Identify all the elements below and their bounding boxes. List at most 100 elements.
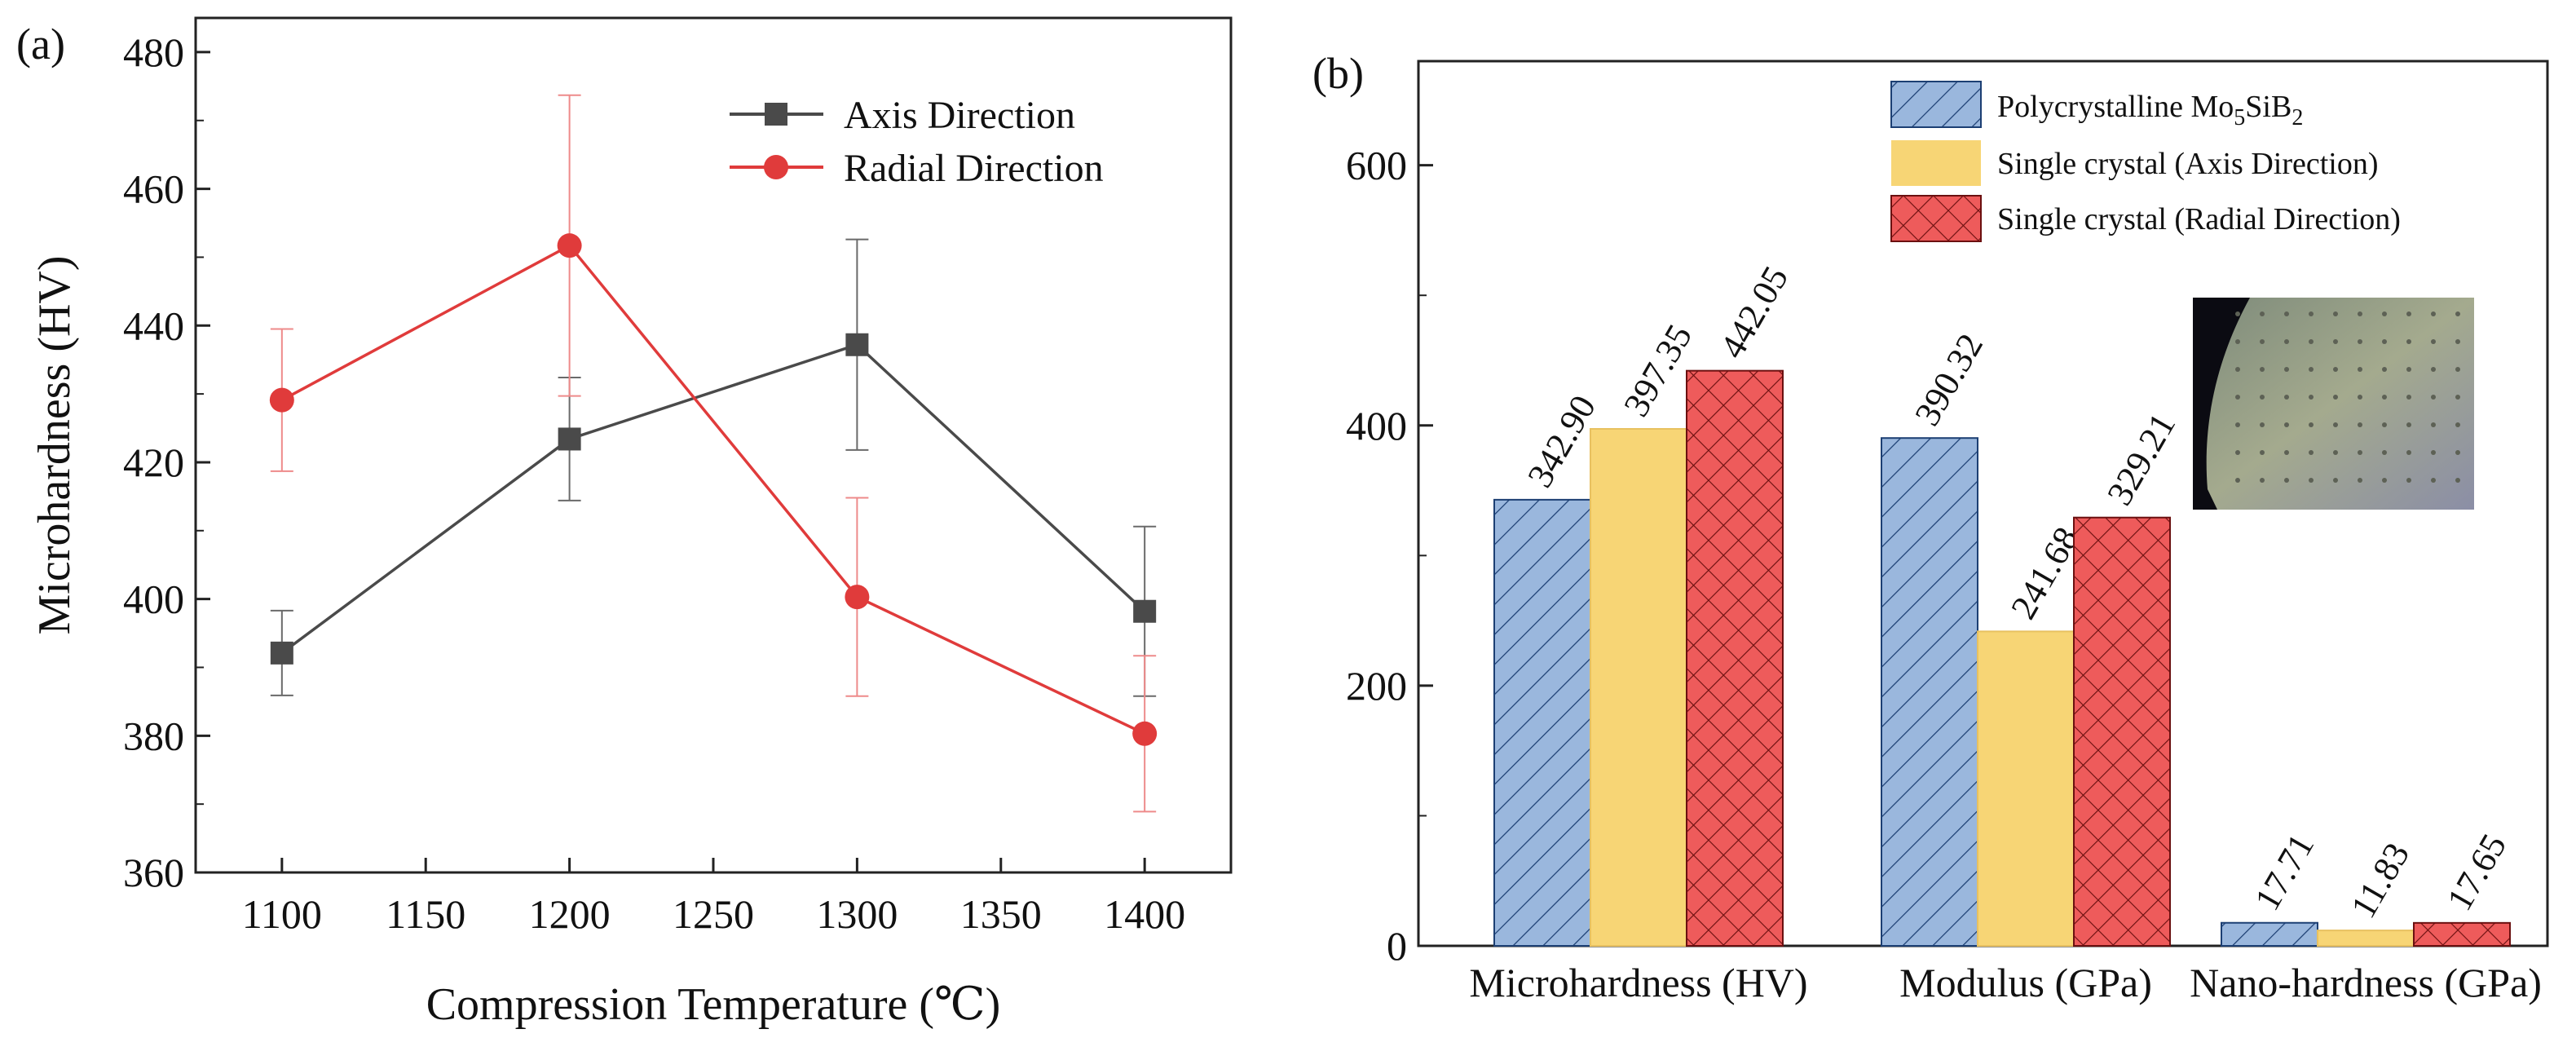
inset-indent-dot: [2431, 367, 2436, 372]
inset-indent-dot: [2358, 339, 2362, 344]
inset-indent-dot: [2309, 339, 2314, 344]
panel-b-label: (b): [1312, 49, 1364, 98]
inset-indent-dot: [2358, 478, 2362, 483]
x-tick-label: 1400: [1104, 891, 1185, 937]
legend-single-radial-label: Single crystal (Radial Direction): [1997, 202, 2401, 236]
inset-indent-dot: [2309, 395, 2314, 400]
legend-poly-label: Polycrystalline Mo5SiB2: [1997, 90, 2303, 130]
bar-value-label: 390.32: [1907, 327, 1991, 432]
inset-indent-dot: [2260, 395, 2265, 400]
inset-indent-dot: [2358, 367, 2362, 372]
inset-indent-dot: [2382, 478, 2387, 483]
panel-a-x-axis-title: Compression Temperature (℃): [426, 979, 1001, 1030]
x-tick-label: Modulus (GPa): [1899, 960, 2152, 1005]
inset-indent-dot: [2260, 311, 2265, 316]
inset-indent-dot: [2284, 395, 2289, 400]
inset-indent-dot: [2333, 395, 2338, 400]
bar: [1590, 427, 1687, 947]
inset-indent-dot: [2455, 339, 2460, 344]
inset-indent-dot: [2406, 395, 2411, 400]
inset-indent-dot: [2333, 478, 2338, 483]
x-tick-label: Nano-hardness (GPa): [2190, 960, 2542, 1005]
data-point-radial: [269, 387, 294, 413]
y-tick-label: 400: [1346, 403, 1407, 448]
bar-value-label: 442.05: [1712, 259, 1796, 364]
inset-indent-dot: [2235, 478, 2240, 483]
inset-indent-dot: [2406, 367, 2411, 372]
inset-indent-dot: [2431, 311, 2436, 316]
bar-value-label: 17.71: [2247, 828, 2322, 917]
bar: [1686, 369, 1784, 947]
inset-indentation-micrograph: [2193, 298, 2474, 510]
x-tick-label: 1200: [529, 891, 611, 937]
data-point-axis: [1133, 599, 1157, 623]
inset-indent-dot: [2333, 450, 2338, 455]
panel-a-label: (a): [16, 20, 65, 68]
bar: [2317, 930, 2415, 947]
inset-indent-dot: [2284, 311, 2289, 316]
inset-indent-dot: [2382, 450, 2387, 455]
inset-indent-dot: [2235, 450, 2240, 455]
legend-axis-direction: Axis Direction: [844, 94, 1075, 137]
inset-indent-dot: [2455, 450, 2460, 455]
inset-indent-dot: [2260, 367, 2265, 372]
legend-axis-square-marker: [765, 103, 787, 126]
inset-indent-dot: [2358, 450, 2362, 455]
inset-indent-dot: [2431, 478, 2436, 483]
inset-indent-dot: [2260, 339, 2265, 344]
panel-a-legend: Axis Direction Radial Direction: [730, 94, 1104, 190]
inset-indent-dot: [2358, 422, 2362, 427]
panel-b-legend: Polycrystalline Mo5SiB2 Single crystal (…: [1890, 81, 2401, 242]
inset-indent-dot: [2235, 395, 2240, 400]
series-line-axis: [280, 342, 1146, 655]
panel-a-y-axis-title: Microhardness (HV): [29, 256, 80, 635]
inset-indent-dot: [2406, 339, 2411, 344]
inset-indent-dot: [2235, 339, 2240, 344]
bar: [2221, 921, 2318, 947]
panel-b-bars: 342.90397.35442.05390.32241.68329.2117.7…: [1493, 259, 2514, 947]
y-tick-label: 200: [1346, 663, 1407, 709]
inset-indent-dot: [2284, 450, 2289, 455]
x-tick-label: Microhardness (HV): [1469, 960, 1807, 1005]
legend-radial-circle-marker: [764, 155, 788, 179]
x-tick-label: 1150: [386, 891, 465, 937]
y-tick-label: 420: [123, 439, 184, 485]
legend-radial-swatch: [1890, 195, 1982, 242]
data-point-axis: [558, 427, 581, 451]
inset-indent-dot: [2309, 478, 2314, 483]
inset-indent-dot: [2406, 311, 2411, 316]
inset-indent-dot: [2333, 367, 2338, 372]
legend-single-axis-label: Single crystal (Axis Direction): [1997, 147, 2379, 181]
inset-indent-dot: [2431, 395, 2436, 400]
panel-a-line-chart: (a) 1100 1150 1200 1250 1300 1350 1400 360 380 40…: [16, 16, 1233, 1030]
inset-indent-dot: [2284, 478, 2289, 483]
panel-b-bar-chart: (b) 0 200 400 600 Microhardness (HV) Modulus …: [1312, 49, 2549, 1005]
inset-indent-dot: [2455, 422, 2460, 427]
bar: [1493, 498, 1591, 947]
inset-indent-dot: [2382, 367, 2387, 372]
data-point-axis: [270, 641, 293, 665]
inset-indent-dot: [2382, 339, 2387, 344]
data-point-axis: [845, 333, 869, 356]
inset-indent-dot: [2406, 478, 2411, 483]
inset-indent-dot: [2260, 450, 2265, 455]
y-tick-label: 360: [123, 850, 184, 895]
legend-radial-direction: Radial Direction: [844, 147, 1104, 190]
inset-indent-dot: [2284, 422, 2289, 427]
inset-indent-dot: [2406, 450, 2411, 455]
bar-value-label: 11.83: [2343, 836, 2417, 925]
inset-indent-dot: [2431, 422, 2436, 427]
legend-poly-swatch: [1890, 81, 1982, 128]
y-tick-label: 600: [1346, 143, 1407, 188]
inset-indent-dot: [2431, 339, 2436, 344]
x-tick-label: 1100: [242, 891, 322, 937]
inset-indent-dot: [2382, 311, 2387, 316]
inset-indent-dot: [2284, 339, 2289, 344]
inset-indent-dot: [2358, 395, 2362, 400]
y-tick-label: 400: [123, 576, 184, 622]
inset-indent-dot: [2333, 422, 2338, 427]
inset-indent-dot: [2284, 367, 2289, 372]
x-tick-label: 1350: [960, 891, 1042, 937]
inset-indent-dot: [2235, 311, 2240, 316]
inset-indent-dot: [2358, 311, 2362, 316]
